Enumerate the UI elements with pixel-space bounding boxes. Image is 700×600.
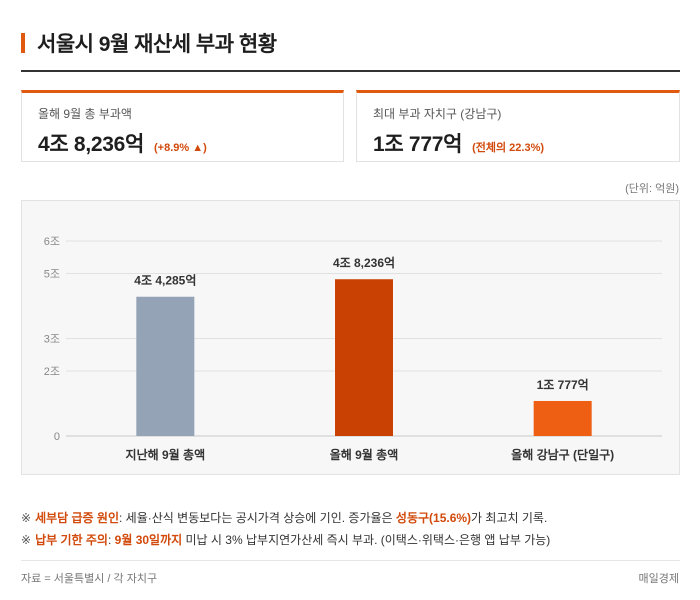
note-mark: ※ (21, 511, 32, 525)
y-tick-label: 6조 (44, 236, 60, 248)
bar (136, 296, 195, 436)
summary-card-total: 올해 9월 총 부과액 4조 8,236억 (+8.9% ▲) (21, 90, 344, 162)
bar-value-label: 1조 777억 (537, 378, 589, 392)
note-text: 미납 시 3% 납부지연가산세 즉시 부과. (이택스·위택스·은행 앱 납부 … (182, 533, 551, 547)
y-tick-label: 2조 (44, 366, 60, 378)
x-category-label: 올해 9월 총액 (330, 447, 399, 462)
bar-value-label: 4조 4,285억 (134, 274, 196, 288)
y-tick-label: 0 (54, 431, 60, 443)
card-value-row: 1조 777억 (전체의 22.3%) (373, 128, 544, 158)
notes: ※ 세부담 급증 원인: 세율·산식 변동보다는 공시가격 상승에 기인. 증가율… (21, 507, 680, 551)
note-cause: ※ 세부담 급증 원인: 세율·산식 변동보다는 공시가격 상승에 기인. 증가율… (21, 507, 680, 529)
note-text: : 세율·산식 변동보다는 공시가격 상승에 기인. 증가율은 (119, 511, 396, 525)
publisher-brand: 매일경제 (638, 573, 679, 585)
title-bar: 서울시 9월 재산세 부과 현황 (21, 30, 277, 56)
card-value: 1조 777억 (373, 133, 463, 156)
card-change-note: (+8.9% ▲) (154, 142, 207, 154)
footer-divider (21, 560, 680, 561)
bar-value-label: 4조 8,236억 (333, 256, 395, 270)
bar (335, 279, 393, 436)
card-label: 최대 부과 자치구 (강남구) (373, 107, 502, 121)
x-category-label: 올해 강남구 (단일구) (511, 447, 614, 462)
card-value-row: 4조 8,236억 (+8.9% ▲) (38, 128, 207, 158)
note-mark: ※ (21, 533, 32, 547)
note-highlight: 성동구(15.6%) (395, 511, 472, 525)
x-category-label: 지난해 9월 총액 (126, 447, 206, 462)
note-label: 납부 기한 주의 (35, 533, 108, 547)
note-highlight: 9월 30일까지 (114, 533, 183, 547)
page-title: 서울시 9월 재산세 부과 현황 (37, 33, 277, 56)
note-deadline: ※ 납부 기한 주의: 9월 30일까지 미납 시 3% 납부지연가산세 즉시 부… (21, 529, 680, 551)
y-tick-label: 3조 (44, 334, 60, 346)
note-text: 가 최고치 기록. (471, 511, 548, 525)
title-divider (21, 70, 680, 72)
y-tick-label: 5조 (44, 269, 60, 281)
bar (533, 400, 592, 436)
card-share-note: (전체의 22.3%) (472, 142, 545, 154)
card-value: 4조 8,236억 (38, 133, 145, 156)
note-text: : (107, 533, 115, 547)
source-credit: 자료 = 서울특별시 / 각 자치구 (21, 573, 158, 585)
card-label: 올해 9월 총 부과액 (38, 107, 132, 121)
title-accent-bar (21, 33, 25, 53)
summary-card-max-district: 최대 부과 자치구 (강남구) 1조 777억 (전체의 22.3%) (356, 90, 680, 162)
note-label: 세부담 급증 원인 (35, 511, 120, 525)
unit-label: (단위: 억원) (625, 183, 679, 195)
